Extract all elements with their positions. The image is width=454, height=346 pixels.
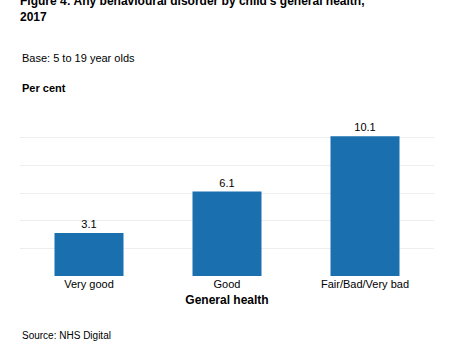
svg-text:Good: Good xyxy=(214,278,241,290)
svg-text:Very good: Very good xyxy=(64,278,114,290)
svg-text:3.1: 3.1 xyxy=(81,218,96,230)
svg-text:10.1: 10.1 xyxy=(354,121,375,133)
svg-text:Base: 5 to 19 year olds: Base: 5 to 19 year olds xyxy=(22,52,135,64)
svg-text:6.1: 6.1 xyxy=(219,177,234,189)
svg-text:Fair/Bad/Very bad: Fair/Bad/Very bad xyxy=(321,278,409,290)
svg-text:Figure 4: Any behavioural diso: Figure 4: Any behavioural disorder by ch… xyxy=(20,0,365,24)
svg-text:Source: NHS Digital: Source: NHS Digital xyxy=(22,330,111,341)
svg-text:Per cent: Per cent xyxy=(22,82,66,94)
svg-text:General health: General health xyxy=(185,293,268,307)
